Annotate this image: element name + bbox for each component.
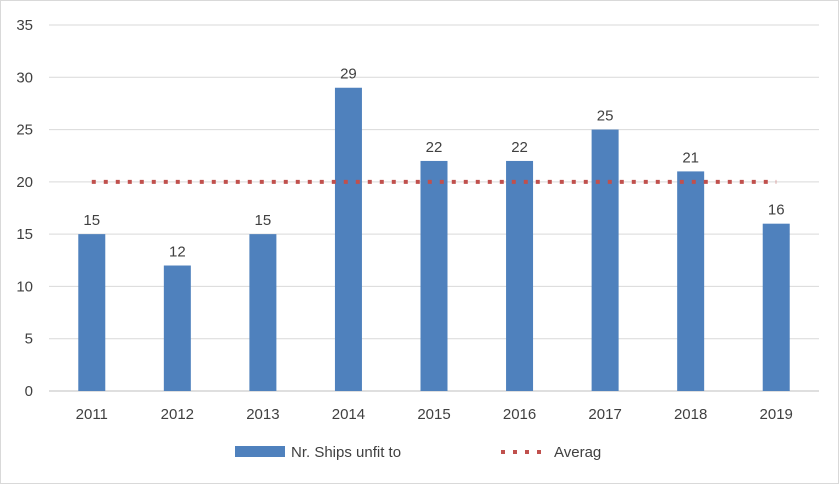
bar <box>762 223 790 391</box>
x-axis-ticks: 2011 2012 2013 2014 2015 2016 2017 2018 2019 <box>76 406 793 423</box>
y-tick-label: 15 <box>16 226 33 243</box>
y-tick-label: 25 <box>16 122 33 139</box>
x-tick-label: 2013 <box>246 406 279 423</box>
x-tick-label: 2017 <box>588 406 621 423</box>
bar <box>163 265 191 391</box>
x-tick-label: 2019 <box>760 406 793 423</box>
y-tick-label: 35 <box>16 17 33 34</box>
data-label: 15 <box>255 212 272 229</box>
data-label: 16 <box>768 202 785 219</box>
legend-swatch-bars <box>235 446 285 457</box>
bar <box>420 160 448 391</box>
data-label: 12 <box>169 244 186 261</box>
x-tick-label: 2015 <box>417 406 450 423</box>
legend-dot <box>501 450 505 454</box>
legend-dot <box>537 450 541 454</box>
x-tick-label: 2014 <box>332 406 365 423</box>
bar <box>249 234 277 391</box>
bar <box>591 129 619 392</box>
y-axis-ticks: 0 5 10 15 20 25 30 35 <box>16 17 33 400</box>
data-label: 29 <box>340 66 357 83</box>
legend: Nr. Ships unfit to Averag <box>235 444 601 461</box>
y-tick-label: 30 <box>16 69 33 86</box>
bar <box>334 87 362 391</box>
y-tick-label: 0 <box>25 383 33 400</box>
data-label: 15 <box>83 212 100 229</box>
y-tick-label: 5 <box>25 331 33 348</box>
y-tick-label: 10 <box>16 278 33 295</box>
data-labels: 15 12 15 29 22 22 25 21 16 <box>83 66 784 261</box>
x-tick-label: 2011 <box>76 406 108 423</box>
legend-label-average: Averag <box>554 444 601 461</box>
legend-dot <box>513 450 517 454</box>
legend-swatch-average <box>501 450 541 454</box>
bar <box>506 160 534 391</box>
y-tick-label: 20 <box>16 174 33 191</box>
data-label: 22 <box>426 139 443 156</box>
legend-dot <box>525 450 529 454</box>
bar <box>677 171 705 391</box>
data-label: 22 <box>511 139 528 156</box>
x-tick-label: 2016 <box>503 406 536 423</box>
legend-label-bars: Nr. Ships unfit to <box>291 444 401 461</box>
data-label: 25 <box>597 108 614 125</box>
x-tick-label: 2012 <box>161 406 194 423</box>
bars <box>78 87 790 392</box>
x-tick-label: 2018 <box>674 406 707 423</box>
bar <box>78 234 106 391</box>
data-label: 21 <box>682 149 699 166</box>
